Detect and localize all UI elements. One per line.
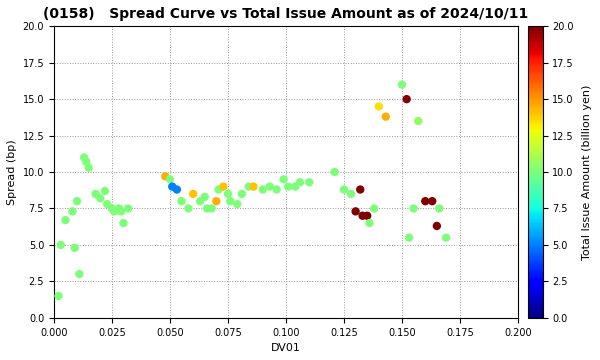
Point <box>272 186 281 192</box>
Point <box>351 208 361 214</box>
Point <box>370 206 379 211</box>
Point <box>202 206 212 211</box>
Point <box>237 191 247 197</box>
Point <box>103 201 112 207</box>
Point <box>188 191 198 197</box>
Point <box>226 198 235 204</box>
Point <box>212 198 221 204</box>
Point <box>346 191 356 197</box>
Point <box>283 184 293 189</box>
Point <box>397 82 407 87</box>
Point <box>70 245 80 251</box>
Point <box>100 188 110 194</box>
Point <box>232 201 242 207</box>
X-axis label: DV01: DV01 <box>271 343 301 353</box>
Point <box>432 223 442 229</box>
Point <box>107 206 116 211</box>
Point <box>358 213 367 219</box>
Point <box>248 184 258 189</box>
Point <box>195 198 205 204</box>
Point <box>279 176 289 182</box>
Point <box>116 208 126 214</box>
Point <box>258 186 268 192</box>
Point <box>304 179 314 185</box>
Point <box>124 206 133 211</box>
Point <box>72 198 82 204</box>
Point <box>207 206 217 211</box>
Point <box>442 235 451 240</box>
Point <box>381 114 391 120</box>
Point <box>68 208 77 214</box>
Point <box>95 195 105 201</box>
Title: (0158)   Spread Curve vs Total Issue Amount as of 2024/10/11: (0158) Spread Curve vs Total Issue Amoun… <box>43 7 529 21</box>
Y-axis label: Total Issue Amount (billion yen): Total Issue Amount (billion yen) <box>582 84 592 260</box>
Point <box>165 176 175 182</box>
Point <box>330 169 340 175</box>
Point <box>402 96 412 102</box>
Point <box>427 198 437 204</box>
Point <box>365 220 374 226</box>
Point <box>339 186 349 192</box>
Point <box>295 179 305 185</box>
Point <box>74 271 84 277</box>
Point <box>404 235 414 240</box>
Point <box>79 154 89 160</box>
Point <box>434 206 444 211</box>
Point <box>119 220 128 226</box>
Point <box>91 191 100 197</box>
Point <box>362 213 372 219</box>
Point <box>214 186 223 192</box>
Point <box>355 186 365 192</box>
Point <box>413 118 423 124</box>
Point <box>290 184 300 189</box>
Point <box>61 217 70 223</box>
Point <box>200 194 209 200</box>
Point <box>184 206 193 211</box>
Point <box>374 104 383 109</box>
Y-axis label: Spread (bp): Spread (bp) <box>7 139 17 205</box>
Point <box>53 293 63 299</box>
Point <box>223 191 233 197</box>
Point <box>167 184 177 189</box>
Point <box>109 208 119 214</box>
Point <box>56 242 65 248</box>
Point <box>177 198 187 204</box>
Point <box>421 198 430 204</box>
Point <box>265 184 275 189</box>
Point <box>172 186 182 192</box>
Point <box>160 174 170 179</box>
Point <box>244 184 254 189</box>
Point <box>82 159 91 165</box>
Point <box>114 206 124 211</box>
Point <box>84 165 94 171</box>
Point <box>409 206 418 211</box>
Point <box>218 184 228 189</box>
